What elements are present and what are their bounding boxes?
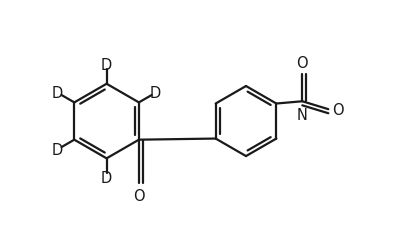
Text: D: D bbox=[150, 86, 161, 101]
Text: D: D bbox=[52, 86, 63, 101]
Text: D: D bbox=[101, 58, 112, 73]
Text: O: O bbox=[296, 55, 308, 70]
Text: N: N bbox=[296, 108, 307, 122]
Text: D: D bbox=[101, 170, 112, 185]
Text: D: D bbox=[52, 142, 63, 157]
Text: O: O bbox=[331, 102, 342, 117]
Text: O: O bbox=[133, 189, 144, 203]
